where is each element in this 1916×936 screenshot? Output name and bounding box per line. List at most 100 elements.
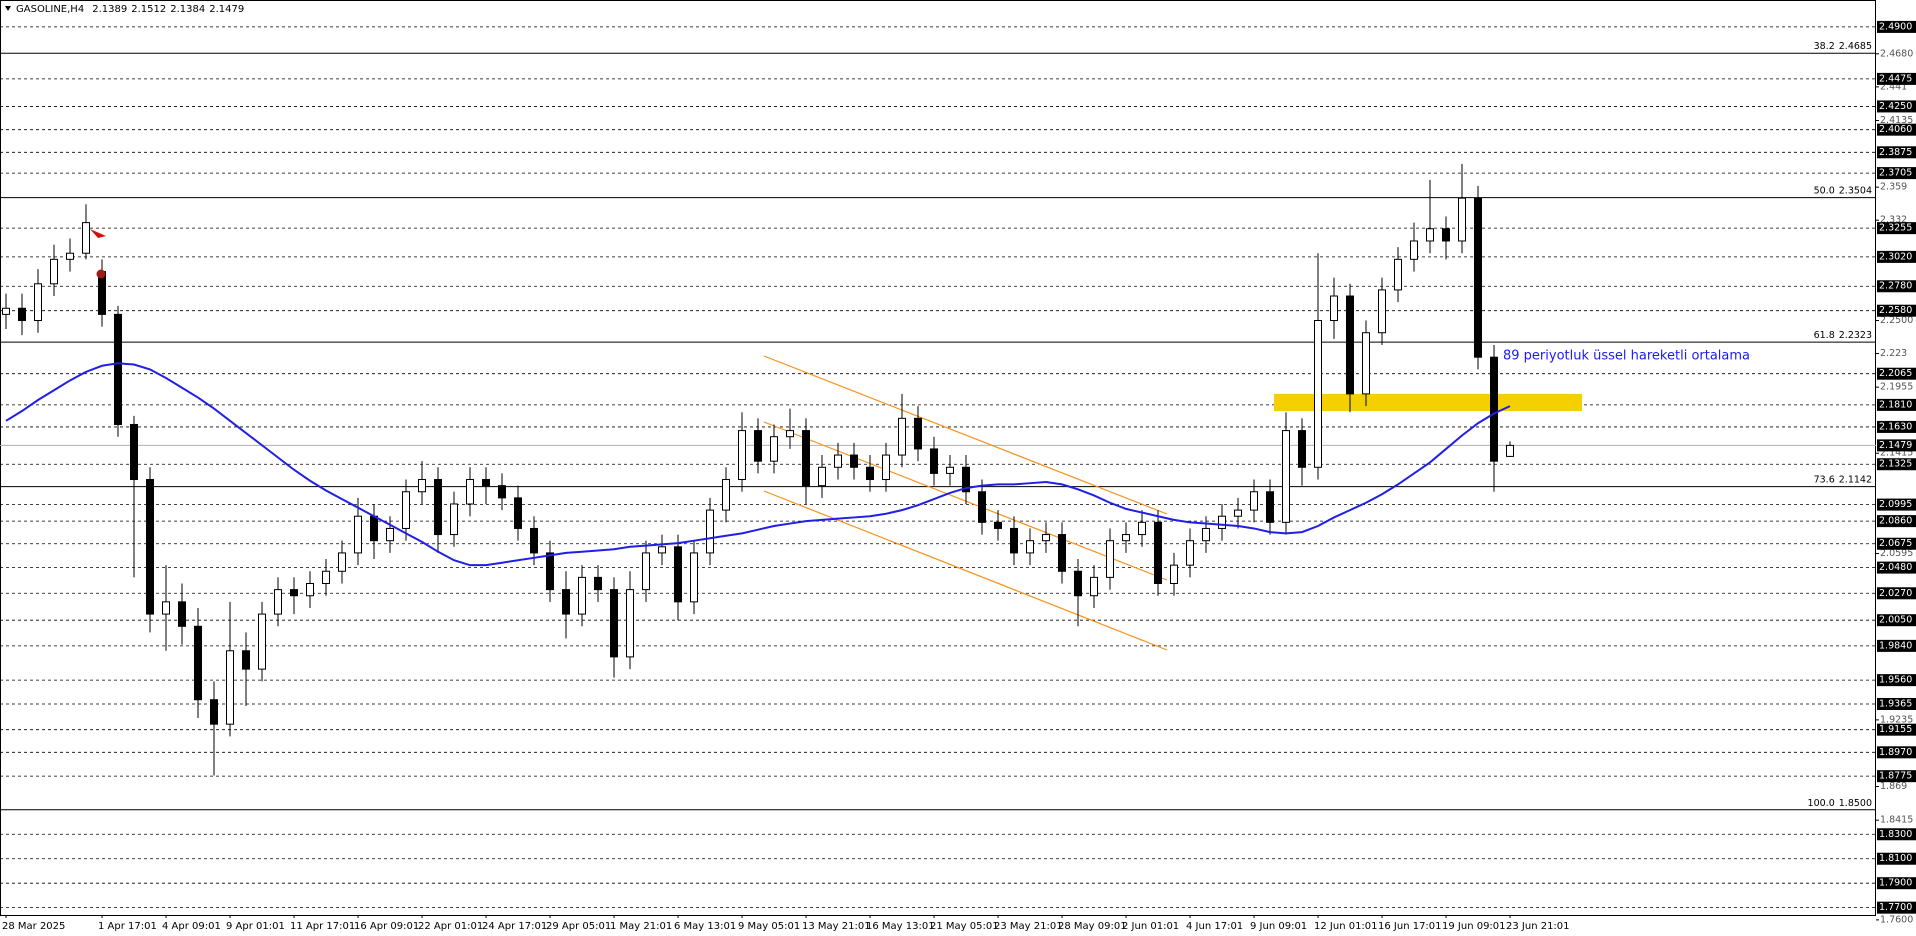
candle-body [1010,527,1018,554]
level-label-box [1877,746,1916,759]
candle-body [226,650,234,725]
fib-price: 2.3504 [1839,185,1872,196]
level-label: 2.4900 [1879,21,1912,32]
level-label: 1.7900 [1879,878,1912,889]
candle-body [914,417,922,450]
candle-body [1410,240,1418,260]
candle-body [1234,509,1242,517]
candle-body [658,546,666,554]
candle-body [802,430,810,487]
fib-level: 38.2 [1814,41,1835,52]
level-label: 2.1325 [1879,459,1912,470]
x-tick-label: 12 Jun 01:01 [1314,921,1378,932]
candle-body [610,589,618,658]
level-label: 2.4060 [1879,124,1912,135]
level-label-box [1877,723,1916,736]
candle-body [514,497,522,529]
zone-layer [1274,393,1582,412]
level-label-box [1877,280,1916,293]
candle-body [754,430,762,462]
level-label: 2.1810 [1879,399,1912,410]
annotation: 89 periyotluk üssel hareketli ortalama [1503,349,1750,364]
arrow-marker [90,229,106,238]
candle-body [34,283,42,321]
candle-body [162,601,170,615]
level-label-box [1877,674,1916,687]
candle-body [594,576,602,591]
x-tick-label: 16 Jun 17:01 [1378,921,1442,932]
x-tick-label: 29 Apr 05:01 [546,921,611,932]
level-label: 2.0480 [1879,562,1912,573]
candle-body [1058,534,1066,572]
x-tick-label: 13 May 21:01 [802,921,871,932]
candle-body [882,454,890,481]
candle-body [1218,515,1226,529]
candle-body [274,589,282,615]
y-tick-label: 2.441 [1880,81,1907,92]
candle-body [1442,228,1450,242]
x-tick-label: 16 May 13:01 [866,921,935,932]
candle-body [834,454,842,468]
level-label-box [1877,100,1916,113]
candle-body [114,313,122,425]
y-tick-label: 1.8415 [1880,815,1913,826]
candle-body [1282,430,1290,523]
x-tick-label: 24 Apr 17:01 [482,921,547,932]
y-tick-label: 2.223 [1880,348,1907,359]
fib-price: 2.2323 [1839,330,1872,341]
candles [2,163,1514,776]
y-tick-label: 2.359 [1880,182,1907,193]
level-label-box [1877,146,1916,159]
fib-level: 73.6 [1814,474,1835,485]
level-label: 1.8775 [1879,771,1912,782]
level-label: 2.4250 [1879,101,1912,112]
header-open: 2.1389 [92,4,127,15]
current-price-box [1877,439,1916,452]
level-label-box [1877,537,1916,550]
candle-body [1394,258,1402,291]
candle-body [962,466,970,493]
candle-body [466,479,474,505]
candle-body [1314,319,1322,468]
candle-body [386,527,394,542]
level-label: 1.9155 [1879,724,1912,735]
dot-marker [96,269,106,279]
candle-body [930,448,938,474]
level-label: 2.4475 [1879,73,1912,84]
level-label-box [1877,420,1916,433]
candle-body [946,466,954,474]
candle-body [578,576,586,615]
candle-body [690,552,698,603]
candle-body [242,650,250,670]
candle-body [402,491,410,529]
candle-body [498,485,506,499]
level-label-box [1877,167,1916,180]
candle-body [18,307,26,321]
candle-body [370,515,378,542]
level-label: 2.3875 [1879,147,1912,158]
level-label: 2.2065 [1879,368,1912,379]
x-tick-label: 1 May 21:01 [610,921,672,932]
candle-body [722,479,730,511]
y-tick-label: 1.7600 [1880,914,1913,925]
y-tick-label: 1.9235 [1880,714,1913,725]
header: GASOLINE,H4 2.1389 2.1512 2.1384 2.1479 [16,4,244,15]
x-tick-label: 9 Apr 01:01 [226,921,285,932]
level-label-box [1877,250,1916,263]
x-tick-label: 6 May 13:01 [674,921,736,932]
candle-body [338,552,346,572]
y-tick-label: 1.869 [1880,781,1907,792]
fib-label: 73.6 2.1142 [1814,474,1872,485]
x-tick-label: 23 May 21:01 [994,921,1063,932]
y-tick-label: 2.1415 [1880,448,1913,459]
level-label-box [1877,770,1916,783]
level-label-box [1877,222,1916,235]
level-label-box [1877,458,1916,471]
candle-body [1138,521,1146,536]
candle-body [1122,534,1130,542]
header-high: 2.1512 [131,4,166,15]
y-tick-label: 2.2500 [1880,315,1913,326]
ema-line [5,362,1511,567]
fib-label: 100.0 1.8500 [1808,797,1872,808]
candle-body [146,479,154,615]
